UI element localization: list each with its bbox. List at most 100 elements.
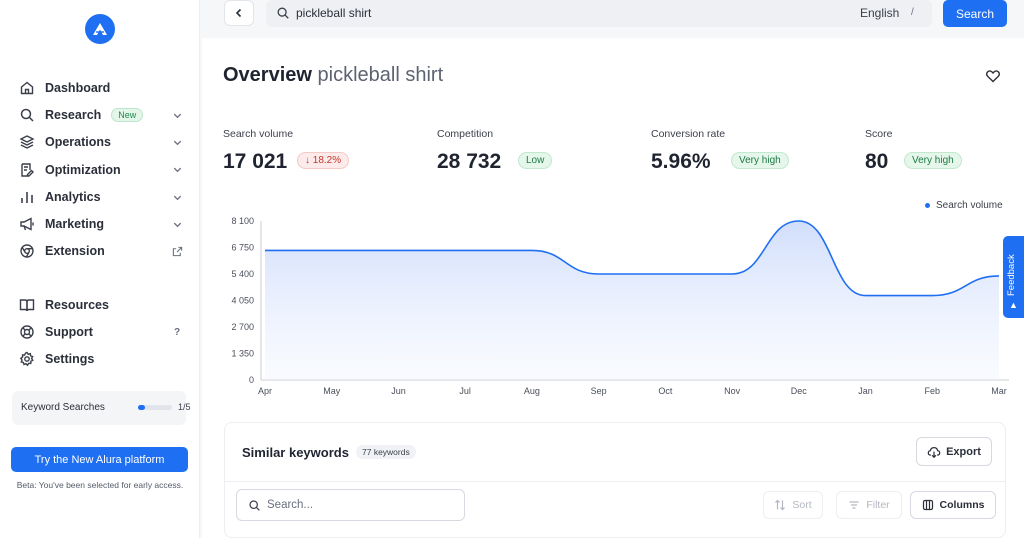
metric-conversion-rate: Conversion rate 5.96% Very high	[651, 128, 789, 173]
sidebar: Dashboard Research New Operations Optimi…	[0, 0, 200, 538]
level-badge: Very high	[904, 152, 962, 169]
chrome-icon	[19, 243, 43, 259]
feedback-label: Feedback	[1006, 254, 1017, 296]
filter-button[interactable]: Filter	[836, 491, 902, 519]
x-tick-label: Oct	[658, 386, 673, 396]
similar-keywords-title: Similar keywords	[242, 445, 349, 460]
arrow-up-icon: ▲	[1009, 300, 1018, 310]
level-badge: Very high	[731, 152, 789, 169]
home-icon	[19, 80, 43, 96]
layers-icon	[19, 134, 43, 150]
sidebar-item-optimization[interactable]: Optimization	[14, 156, 186, 183]
overview-keyword: pickleball shirt	[317, 64, 444, 86]
sidebar-item-research[interactable]: Research New	[14, 101, 186, 128]
chevron-left-icon	[235, 8, 242, 18]
search-volume-chart: 0 1 350 2 700 4 050 5 400 6 750 8 100 Apr May Jun…	[231, 216, 1009, 396]
sidebar-item-operations[interactable]: Operations	[14, 129, 186, 156]
columns-label: Columns	[939, 499, 985, 511]
export-label: Export	[946, 445, 981, 458]
sort-label: Sort	[792, 499, 812, 511]
bar-chart-icon	[19, 189, 43, 205]
metric-value: 17 021	[223, 150, 288, 173]
columns-icon	[922, 499, 933, 511]
secondary-nav: Resources Support ? Settings	[14, 291, 186, 373]
sidebar-item-extension[interactable]: Extension	[14, 238, 186, 265]
x-tick-label: Nov	[724, 386, 741, 396]
metric-score: Score 80 Very high	[865, 128, 962, 173]
metric-competition: Competition 28 732 Low	[437, 128, 553, 173]
y-tick-label: 0	[249, 375, 254, 385]
sidebar-item-support[interactable]: Support ?	[14, 318, 186, 345]
sidebar-item-label: Settings	[45, 352, 95, 367]
keyword-searches-usage: Keyword Searches 1/5	[12, 391, 191, 425]
metric-label: Search volume	[223, 128, 294, 140]
metric-value: 80	[865, 150, 889, 173]
search-icon	[19, 107, 43, 123]
chevron-down-icon[interactable]	[170, 108, 184, 122]
change-badge: ↓ 18.2%	[297, 152, 350, 169]
search-button[interactable]: Search	[943, 0, 1007, 27]
y-tick-label: 8 100	[231, 216, 254, 226]
chevron-down-icon[interactable]	[170, 163, 184, 177]
similar-search-field[interactable]	[236, 489, 465, 521]
sidebar-item-label: Operations	[45, 135, 111, 150]
alura-logo[interactable]	[85, 14, 115, 44]
external-link-icon[interactable]	[170, 245, 184, 259]
legend-dot	[925, 203, 930, 208]
metric-value: 5.96%	[651, 150, 711, 173]
metric-label: Score	[865, 128, 893, 140]
shortcut-slash: /	[911, 7, 914, 18]
search-input-value[interactable]: pickleball shirt	[296, 6, 372, 20]
similar-keywords-card: Similar keywords 77 keywords Export Sort…	[224, 422, 1006, 538]
keyword-searches-progress	[138, 405, 172, 410]
columns-button[interactable]: Columns	[910, 491, 996, 519]
sidebar-item-dashboard[interactable]: Dashboard	[14, 74, 186, 101]
x-tick-label: Apr	[258, 386, 272, 396]
document-edit-icon	[19, 162, 43, 178]
search-icon	[249, 500, 260, 511]
progress-fill	[138, 405, 145, 410]
sidebar-item-label: Support	[45, 324, 93, 339]
main-nav: Dashboard Research New Operations Optimi…	[14, 74, 186, 265]
sidebar-item-label: Dashboard	[45, 80, 111, 95]
chevron-down-icon[interactable]	[170, 217, 184, 231]
language-select[interactable]: English	[860, 6, 900, 20]
x-tick-label: May	[323, 386, 341, 396]
cloud-download-icon	[927, 446, 941, 458]
lifebuoy-icon	[19, 324, 43, 340]
beta-notice: Beta: You've been selected for early acc…	[16, 480, 184, 490]
chevron-down-icon[interactable]	[170, 190, 184, 204]
sidebar-item-label: Marketing	[45, 217, 105, 232]
sidebar-item-label: Analytics	[45, 189, 101, 204]
sidebar-item-marketing[interactable]: Marketing	[14, 210, 186, 237]
filter-icon	[849, 501, 859, 509]
heart-icon[interactable]	[985, 68, 1001, 84]
try-new-platform-button[interactable]: Try the New Alura platform	[11, 447, 188, 472]
chart-legend: Search volume	[925, 200, 1003, 211]
sort-icon	[775, 499, 786, 511]
shortcut-hint: ?	[173, 326, 181, 338]
back-button[interactable]	[224, 0, 254, 26]
sidebar-item-analytics[interactable]: Analytics	[14, 183, 186, 210]
similar-search-input[interactable]	[267, 496, 457, 514]
keywords-count-badge: 77 keywords	[356, 445, 416, 459]
megaphone-icon	[19, 216, 43, 232]
y-tick-label: 1 350	[231, 349, 254, 359]
export-button[interactable]: Export	[916, 437, 992, 466]
sidebar-item-label: Optimization	[45, 162, 121, 177]
metric-value: 28 732	[437, 150, 502, 173]
x-tick-label: Jul	[459, 386, 471, 396]
chevron-down-icon[interactable]	[170, 136, 184, 150]
y-tick-label: 4 050	[231, 296, 254, 306]
y-tick-label: 2 700	[231, 322, 254, 332]
divider	[225, 481, 1005, 482]
keyword-searches-count: 1/5	[178, 402, 191, 412]
sidebar-item-settings[interactable]: Settings	[14, 346, 186, 373]
sort-button[interactable]: Sort	[763, 491, 823, 519]
keyword-search-bar[interactable]: pickleball shirt English /	[266, 0, 932, 27]
book-icon	[19, 297, 43, 313]
sidebar-item-resources[interactable]: Resources	[14, 291, 186, 318]
feedback-tab[interactable]: Feedback ▲	[1003, 236, 1024, 318]
new-badge: New	[111, 107, 144, 122]
metric-search-volume: Search volume 17 021 ↓ 18.2%	[223, 128, 350, 173]
